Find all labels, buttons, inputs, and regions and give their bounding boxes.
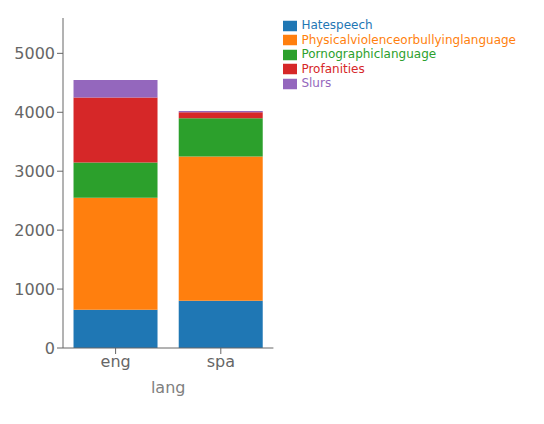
svg-text:3000: 3000 bbox=[14, 162, 55, 181]
html-text:Physicalviolenceorbullyinglang: Physicalviolenceorbullyinglanguage bbox=[301, 32, 516, 47]
svg-text:1000: 1000 bbox=[14, 280, 55, 299]
svg-text:lang: lang bbox=[151, 378, 186, 397]
svg-text:0: 0 bbox=[45, 339, 55, 358]
html-text:Hatespeech: Hatespeech bbox=[301, 18, 373, 32]
svg-text:eng: eng bbox=[101, 352, 131, 371]
html-text:Slurs: Slurs bbox=[301, 76, 332, 90]
svg-text:4000: 4000 bbox=[14, 103, 55, 122]
html-text:Profanities: Profanities bbox=[301, 61, 365, 76]
svg-text:spa: spa bbox=[207, 352, 235, 371]
svg-text:5000: 5000 bbox=[14, 44, 55, 63]
svg-text:2000: 2000 bbox=[14, 221, 55, 240]
html-text:Pornographiclanguage: Pornographiclanguage bbox=[301, 47, 437, 61]
